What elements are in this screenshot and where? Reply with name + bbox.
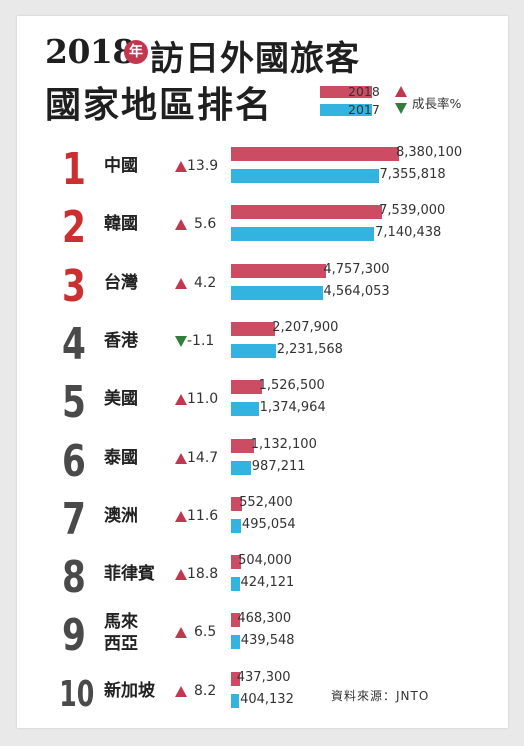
rank-number: 10	[59, 673, 95, 715]
bar-2018	[231, 613, 241, 628]
rank-number: 5	[62, 377, 86, 429]
bar-2017	[231, 402, 259, 417]
growth-rate: 14.7	[187, 449, 219, 466]
value-label-2017: 7,355,818	[379, 167, 446, 182]
growth-up-icon	[175, 569, 187, 581]
rank-number: 7	[62, 493, 86, 545]
bar-2018	[231, 321, 276, 336]
growth-up-icon	[175, 510, 187, 522]
value-label-2018: 7,539,000	[379, 203, 446, 219]
triangle-down-icon	[395, 103, 407, 114]
value-label-2017: 987,211	[251, 458, 306, 474]
bar-2018	[231, 555, 242, 570]
bar-2017	[231, 460, 251, 475]
value-label-2018: 552,400	[239, 494, 293, 510]
growth-rate: -1.1	[187, 332, 215, 349]
title-text: 訪日外國旅客	[150, 39, 360, 79]
growth-up-icon	[175, 452, 187, 464]
bar-2017	[231, 635, 240, 650]
value-label-2017: 439,548	[240, 633, 295, 649]
value-label-2018: 437,300	[236, 669, 291, 685]
value-label-2018: 1,132,100	[250, 436, 317, 452]
growth-up-icon	[175, 394, 187, 406]
growth-rate: 4.2	[194, 274, 217, 291]
growth-rate: 5.6	[194, 216, 217, 233]
rank-number: 4	[62, 318, 86, 370]
bar-2017	[231, 693, 240, 708]
rank-number: 9	[62, 610, 86, 662]
bar-2018	[231, 205, 383, 220]
legend-swatch-2018	[320, 86, 372, 98]
country-label: 美國	[104, 389, 138, 410]
country-label: 馬來	[104, 612, 138, 633]
triangle-up-icon	[395, 86, 407, 97]
bar-2017	[231, 577, 240, 592]
country-label: 香港	[104, 330, 138, 351]
value-label-2017: 7,140,438	[375, 225, 442, 241]
growth-up-icon	[175, 161, 187, 172]
legend-label-2017: 2017	[348, 102, 380, 117]
title-line-2: 國家地區排名	[45, 85, 274, 126]
legend-label-2018: 2018	[348, 84, 380, 99]
country-label: 韓國	[104, 214, 138, 235]
value-label-2017: 4,564,053	[323, 283, 390, 299]
country-label: 澳洲	[104, 505, 138, 526]
bar-2018	[231, 380, 262, 395]
bar-2018	[231, 496, 243, 511]
growth-up-icon	[175, 219, 187, 231]
growth-rate: 11.0	[187, 391, 219, 408]
growth-rate: 18.8	[187, 566, 219, 583]
rank-number: 2	[62, 202, 86, 254]
bar-2017	[231, 518, 241, 533]
value-label-2017: 495,054	[241, 516, 296, 532]
value-label-2017: 404,132	[240, 691, 294, 707]
value-label-2017: 1,374,964	[259, 400, 326, 416]
rank-number: 6	[62, 435, 86, 487]
value-label-2018: 504,000	[238, 553, 292, 569]
growth-up-icon	[175, 277, 187, 289]
value-label-2018: 468,300	[237, 611, 292, 627]
value-label-2017: 2,231,568	[276, 341, 343, 357]
bar-2018	[231, 671, 240, 686]
rank-number: 1	[62, 144, 86, 195]
country-label: 泰國	[104, 447, 138, 468]
growth-rate: 8.2	[194, 682, 217, 699]
bar-2017	[231, 169, 379, 183]
rank-number: 3	[62, 260, 86, 312]
growth-up-icon	[175, 685, 187, 697]
title-year: 2018	[45, 32, 135, 71]
country-label: 台灣	[104, 272, 138, 293]
country-label: 菲律賓	[104, 564, 155, 585]
bar-2018	[231, 438, 254, 453]
bar-2018	[231, 147, 399, 161]
value-label-2018: 2,207,900	[272, 319, 339, 335]
country-label: 新加坡	[104, 680, 155, 701]
value-label-2018: 8,380,100	[396, 145, 463, 160]
bar-2017	[231, 227, 375, 242]
value-label-2017: 424,121	[240, 575, 295, 591]
infographic-card	[17, 16, 508, 728]
bar-2018	[231, 263, 327, 278]
growth-rate: 13.9	[187, 158, 219, 174]
bar-2017	[231, 285, 323, 300]
legend-growth-label: 成長率%	[412, 96, 462, 111]
growth-rate: 11.6	[187, 507, 219, 524]
title-year-badge: 年	[124, 40, 148, 64]
source-note: 資料來源：JNTO	[331, 689, 430, 703]
country-label: 中國	[104, 156, 138, 176]
country-label: 西亞	[104, 634, 138, 655]
rank-number: 8	[62, 552, 86, 604]
value-label-2018: 1,526,500	[258, 378, 325, 394]
bar-2017	[231, 343, 276, 358]
growth-up-icon	[175, 627, 187, 639]
legend-swatch-2017	[320, 104, 372, 116]
growth-rate: 6.5	[194, 624, 217, 641]
value-label-2018: 4,757,300	[323, 261, 390, 277]
growth-down-icon	[175, 335, 187, 347]
